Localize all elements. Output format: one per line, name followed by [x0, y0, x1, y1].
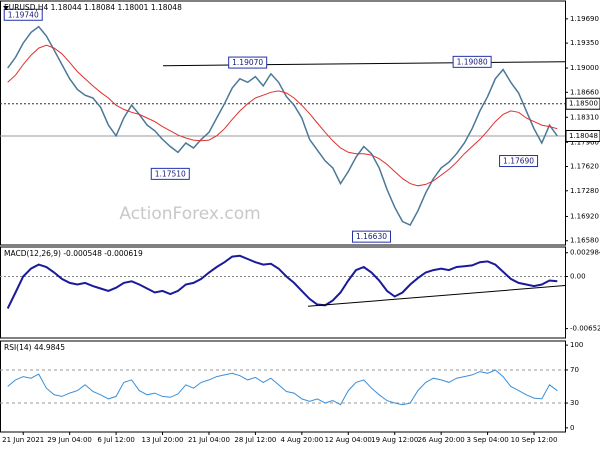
- x-tick-label: 6 Jul 12:00: [97, 436, 135, 444]
- x-tick-label: 28 Jul 12:00: [234, 436, 276, 444]
- x-tick-label: 19 Aug 12:00: [371, 436, 418, 444]
- x-tick-label: 12 Aug 04:00: [325, 436, 372, 444]
- y-tick-label: 1.17280: [570, 187, 599, 195]
- annotation-label: 1.16630: [356, 232, 387, 241]
- x-tick-label: 4 Aug 20:00: [280, 436, 323, 444]
- level-box: [565, 129, 600, 142]
- annotation-label: 1.19740: [8, 10, 39, 19]
- y-tick-label: 1.19350: [570, 39, 599, 47]
- series-line: [7, 369, 558, 406]
- y-tick-label: 1.18310: [570, 113, 599, 121]
- x-tick-label: 21 Jul 04:00: [188, 436, 230, 444]
- watermark: ActionForex.com: [119, 204, 260, 224]
- y-tick-label: 0.002984: [570, 249, 600, 257]
- annotation-label: 1.17690: [503, 157, 534, 166]
- y-tick-label: 0.00: [570, 273, 586, 281]
- series-line: [6, 254, 558, 309]
- panel-title: MACD(12,26,9) -0.000548 -0.000619: [4, 249, 143, 258]
- y-tick-label: 1.17960: [570, 138, 599, 146]
- menu-arrow: [3, 6, 9, 10]
- annotation-box: [150, 167, 190, 180]
- y-tick-label: 1.19690: [570, 15, 599, 23]
- trend-line: [308, 285, 566, 307]
- y-tick-label: 1.16920: [570, 212, 599, 220]
- y-tick-label: 70: [570, 366, 579, 374]
- y-tick-label: 1.18660: [570, 88, 599, 96]
- annotation-label: 1.19070: [232, 58, 263, 67]
- level-box: [565, 97, 600, 110]
- x-tick-label: 3 Sep 04:00: [466, 436, 508, 444]
- x-tick-label: 13 Jul 20:00: [142, 436, 184, 444]
- panel-frame: [0, 340, 566, 433]
- annotation-box: [452, 55, 492, 68]
- annotation-box: [352, 230, 392, 243]
- panel-title: EURUSD,H4 1.18044 1.18084 1.18001 1.1804…: [4, 3, 182, 12]
- panel-title: RSI(14) 44.9845: [4, 343, 65, 352]
- x-tick-label: 29 Jun 04:00: [47, 436, 91, 444]
- series-line: [7, 44, 558, 187]
- annotation-label: 1.17510: [155, 169, 186, 178]
- y-tick-label: 1.19000: [570, 64, 599, 72]
- annotation-box: [228, 56, 268, 69]
- y-tick-label: -0.006521: [570, 325, 600, 333]
- level-label: 1.18048: [569, 132, 598, 140]
- y-tick-label: 30: [570, 399, 579, 407]
- level-label: 1.18500: [569, 100, 598, 108]
- annotation-box: [499, 155, 539, 168]
- x-tick-label: 10 Sep 12:00: [511, 436, 558, 444]
- y-tick-label: 0: [570, 424, 574, 432]
- x-tick-label: 21 Jun 2021: [2, 436, 44, 444]
- y-tick-label: 1.16580: [570, 237, 599, 245]
- panel-frame: [0, 0, 566, 246]
- x-tick-label: 26 Aug 20:00: [418, 436, 465, 444]
- series-line: [7, 25, 558, 226]
- annotation-box: [3, 8, 43, 21]
- y-tick-label: 1.17620: [570, 163, 599, 171]
- annotation-label: 1.19080: [457, 57, 488, 66]
- y-tick-label: 100: [570, 341, 583, 349]
- panel-frame: [0, 246, 566, 339]
